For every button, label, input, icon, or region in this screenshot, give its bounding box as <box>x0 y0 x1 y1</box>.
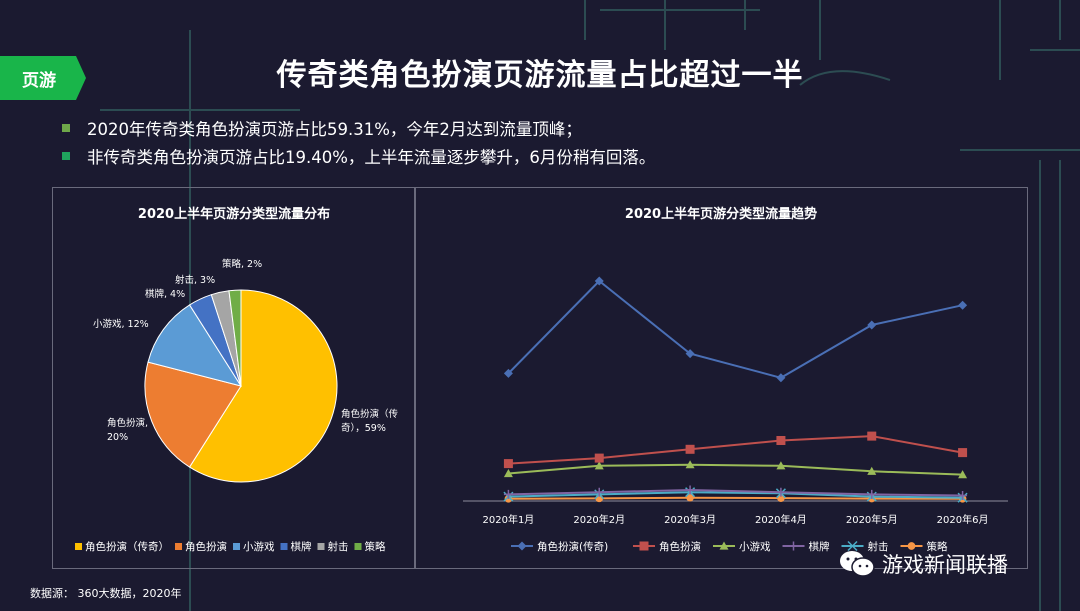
x-tick-label: 2020年4月 <box>755 513 807 526</box>
legend-entry: 小游戏 <box>739 540 771 553</box>
data-point <box>958 300 968 310</box>
watermark: 游戏新闻联播 <box>838 548 1008 580</box>
legend-entry: 策略 <box>365 540 386 553</box>
bullet-text: 非传奇类角色扮演页游占比19.40%，上半年流量逐步攀升，6月份稍有回落。 <box>87 148 656 167</box>
line-chart-panel: 2020上半年页游分类型流量趋势 2020年1月 2020年2月 2020年3月 202… <box>414 187 1028 569</box>
legend-entry: 角色扮演 <box>185 540 227 553</box>
data-point <box>685 485 695 495</box>
data-point <box>503 469 513 478</box>
data-point <box>686 493 694 502</box>
series-line <box>508 435 963 465</box>
bullet-item: 2020年传奇类角色扮演页游占比59.31%，今年2月达到流量顶峰； <box>62 114 655 142</box>
data-point <box>685 460 695 469</box>
x-tick-label: 2020年6月 <box>937 513 989 526</box>
data-point <box>594 453 604 463</box>
x-tick-label: 2020年5月 <box>846 513 898 526</box>
legend-entry: 小游戏 <box>243 540 275 553</box>
data-point <box>776 373 786 383</box>
data-point <box>907 542 916 550</box>
bullet-marker <box>62 124 70 132</box>
data-point <box>503 489 513 499</box>
pie-data-label: 棋牌, 4% <box>145 288 185 300</box>
watermark-text: 游戏新闻联播 <box>882 553 1008 577</box>
legend-entry: 角色扮演(传奇) <box>537 540 608 553</box>
data-point <box>776 487 786 497</box>
line-chart: 2020上半年页游分类型流量趋势 2020年1月 2020年2月 2020年3月 202… <box>463 206 1008 553</box>
data-point <box>776 436 786 445</box>
data-point <box>594 276 604 286</box>
series-line <box>508 463 963 476</box>
legend-swatch <box>280 543 288 550</box>
legend-entry: 棋牌 <box>291 540 312 553</box>
pie-slice <box>147 304 243 387</box>
data-point <box>685 349 695 359</box>
pie-title: 2020上半年页游分类型流量分布 <box>138 206 330 222</box>
x-tick-label: 2020年2月 <box>573 513 625 526</box>
pie-slice <box>188 289 338 483</box>
data-point <box>776 461 786 470</box>
series-line <box>507 279 963 379</box>
pie-data-label: 策略, 2% <box>222 258 262 270</box>
legend-entry: 策略 <box>927 540 948 553</box>
data-point <box>639 541 649 551</box>
series-line <box>508 496 963 500</box>
bullet-item: 非传奇类角色扮演页游占比19.40%，上半年流量逐步攀升，6月份稍有回落。 <box>62 142 655 170</box>
data-point <box>503 459 513 469</box>
legend-entry: 射击 <box>868 540 889 553</box>
bullet-marker <box>62 152 70 160</box>
legend-swatch <box>354 543 362 550</box>
x-tick-label: 2020年3月 <box>664 513 716 526</box>
legend-swatch <box>75 543 82 550</box>
legend-entry: 角色扮演（传奇） <box>85 540 169 553</box>
legend-entry: 角色扮演 <box>659 540 701 553</box>
legend-swatch <box>233 543 240 550</box>
data-point <box>847 540 858 552</box>
data-point <box>789 541 798 551</box>
data-source-note: 数据源： 360大数据，2020年 <box>30 587 182 600</box>
legend-swatch <box>317 543 325 550</box>
legend-swatch <box>175 543 182 550</box>
line-title: 2020上半年页游分类型流量趋势 <box>625 206 817 222</box>
data-point <box>517 541 527 551</box>
page-title: 传奇类角色扮演页游流量占比超过一半 <box>276 58 804 93</box>
series-line <box>508 488 963 497</box>
data-point <box>594 461 604 470</box>
bullet-text: 2020年传奇类角色扮演页游占比59.31%，今年2月达到流量顶峰； <box>87 120 582 139</box>
data-point <box>685 444 695 454</box>
data-point <box>867 466 877 475</box>
series-line <box>508 491 963 499</box>
bullet-list: 2020年传奇类角色扮演页游占比59.31%，今年2月达到流量顶峰； 非传奇类角… <box>62 114 655 170</box>
data-point <box>867 320 877 330</box>
data-point <box>958 470 968 479</box>
data-point <box>867 489 877 499</box>
pie-data-label: 射击, 3% <box>175 274 215 286</box>
pie-chart-panel: 2020上半年页游分类型流量分布角色扮演（传 奇），59% 角色扮演, 20% 小游戏,… <box>52 187 416 569</box>
data-point <box>958 448 968 458</box>
data-point <box>594 487 604 497</box>
data-point <box>867 431 877 441</box>
data-point <box>958 491 968 500</box>
data-point <box>719 541 729 550</box>
pie-slice <box>228 289 242 387</box>
pie-data-label: 角色扮演, <box>107 417 148 429</box>
category-tag: 页游 <box>0 56 86 100</box>
pie-data-label: 角色扮演（传 <box>341 408 399 420</box>
pie-data-label: 小游戏, 12% <box>93 318 149 330</box>
pie-slice <box>144 361 242 468</box>
pie-data-label: 奇），59% <box>341 422 386 434</box>
legend-entry: 棋牌 <box>809 540 830 553</box>
legend-entry: 射击 <box>328 540 349 553</box>
x-tick-label: 2020年1月 <box>483 513 535 526</box>
pie-data-label: 20% <box>107 432 128 443</box>
wechat-icon <box>840 551 875 577</box>
